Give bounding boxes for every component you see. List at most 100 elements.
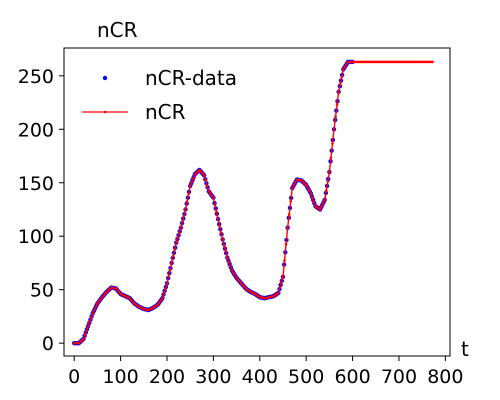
legend-label-ncr-data: nCR-data	[145, 66, 237, 90]
ncr-marker	[292, 183, 296, 187]
ncr-marker	[278, 286, 282, 289]
series-layer	[72, 59, 434, 346]
x-tick-label: 600	[334, 366, 370, 388]
y-tick-label: 100	[18, 226, 54, 248]
ncr-marker	[168, 268, 172, 272]
ncr-marker	[236, 278, 240, 282]
ncr-marker	[340, 75, 344, 79]
legend: nCR-data nCR	[82, 66, 237, 124]
ncr-marker	[91, 311, 95, 315]
ncr-marker	[328, 170, 331, 174]
ncr-marker	[93, 308, 96, 312]
ncr-marker	[178, 231, 181, 234]
ncr-marker	[170, 261, 173, 265]
y-tick-label: 0	[42, 333, 54, 355]
ncr-marker	[238, 280, 241, 283]
y-tick-label: 250	[18, 66, 54, 88]
ncr-marker	[190, 180, 194, 184]
ncr-marker	[215, 210, 218, 214]
ncr-marker	[130, 298, 133, 302]
ncr-marker	[173, 248, 177, 251]
ncr-marker	[182, 214, 186, 217]
ncr-marker	[324, 189, 328, 192]
y-tick-label: 200	[18, 119, 54, 141]
ncr-marker	[235, 276, 238, 280]
ncr-marker	[201, 172, 204, 175]
ncr-marker	[290, 186, 294, 190]
ncr-marker	[286, 226, 289, 229]
x-tick-label: 200	[149, 366, 185, 388]
ncr-marker	[283, 259, 286, 262]
x-tick-label: 100	[102, 366, 138, 388]
ncr-marker	[306, 186, 310, 190]
ncr-marker	[294, 181, 297, 184]
series-ncr	[72, 60, 434, 345]
ncr-marker	[159, 299, 163, 302]
ncr-marker	[277, 291, 280, 295]
ncr-marker	[309, 192, 313, 195]
ncr-marker	[224, 250, 228, 253]
ncr-marker	[323, 198, 327, 202]
plot-frame	[63, 47, 451, 357]
y-axis-title: nCR	[97, 18, 138, 42]
ncr-marker	[210, 194, 214, 197]
ncr-marker	[230, 269, 234, 272]
ncr-marker	[181, 220, 184, 223]
ncr-marker	[326, 180, 330, 183]
ncr-marker	[226, 256, 229, 259]
ncr-marker	[332, 127, 336, 131]
y-tick-label: 150	[18, 173, 54, 195]
ncr-marker	[229, 264, 232, 268]
ncr-marker	[131, 300, 135, 304]
ncr-marker	[213, 203, 217, 207]
ncr-marker	[96, 302, 99, 305]
ncr-marker	[227, 260, 231, 264]
ncr-marker	[128, 296, 132, 300]
ncr-marker	[219, 231, 223, 234]
legend-label-ncr: nCR	[145, 100, 186, 124]
ncr-marker	[289, 199, 293, 203]
ncr-marker	[307, 189, 311, 192]
ncr-marker	[205, 184, 209, 188]
ncr-marker	[287, 213, 291, 216]
ncr-marker	[239, 281, 243, 285]
ncr-marker	[331, 142, 334, 145]
ncr-marker	[280, 280, 283, 284]
x-tick-label: 0	[68, 366, 80, 388]
ncr-marker	[89, 316, 93, 319]
ncr-marker	[329, 156, 333, 160]
ncr-marker	[117, 290, 121, 294]
ncr-marker	[233, 274, 237, 277]
ncr-marker	[216, 217, 220, 221]
ncr-marker	[191, 176, 195, 180]
legend-marker-ncr	[103, 110, 107, 114]
x-tick-label: 400	[242, 366, 278, 388]
ncr-marker	[176, 236, 180, 239]
ncr-marker	[199, 170, 203, 173]
ncr-marker	[334, 115, 337, 119]
x-tick-label: 800	[427, 366, 463, 388]
ncr-marker	[94, 305, 98, 309]
ncr-marker	[198, 168, 201, 172]
ncr-marker	[320, 204, 323, 208]
ncr-marker	[212, 196, 215, 200]
ncr-marker	[218, 224, 221, 228]
ncr-marker	[204, 179, 207, 182]
ncr-marker	[97, 300, 101, 303]
ncr-marker	[88, 320, 91, 324]
ncr-marker	[156, 303, 160, 306]
ncr-marker	[241, 283, 245, 287]
ncr-line	[74, 61, 434, 344]
ncr-marker	[174, 241, 178, 244]
ncr-marker	[99, 298, 102, 301]
ncr-marker	[284, 242, 288, 246]
legend-marker-ncr-data	[102, 75, 108, 81]
x-tick-label: 700	[381, 366, 417, 388]
ncr-marker	[304, 183, 308, 187]
ncr-marker	[167, 275, 170, 278]
ncr-marker	[185, 200, 189, 203]
ncr-marker	[162, 291, 166, 295]
ncr-marker	[335, 103, 339, 106]
ncr-marker	[345, 63, 348, 66]
